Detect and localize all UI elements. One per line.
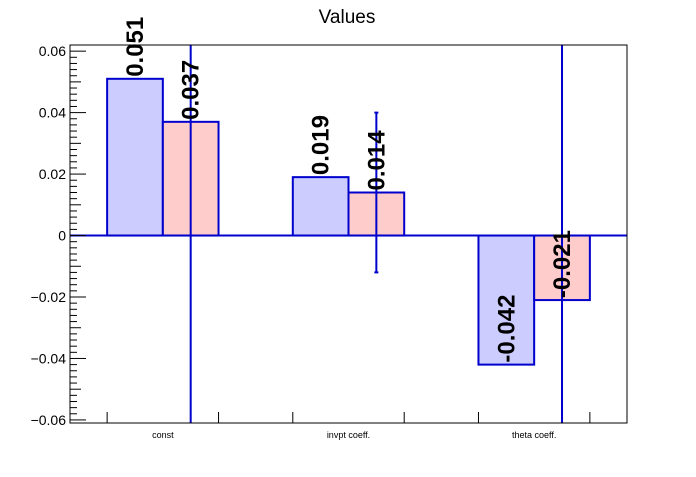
data-labels-layer: 0.051 0.019 -0.042 0.037 0.014 -0.021 <box>122 17 576 363</box>
bar <box>291 176 350 237</box>
data-label: 0.019 <box>308 115 335 175</box>
x-axis: const invpt coeff. theta coeff. <box>106 412 591 440</box>
y-tick-label: −0.06 <box>31 412 67 428</box>
x-category-label: theta coeff. <box>512 430 556 440</box>
y-tick-label: 0 <box>58 228 66 244</box>
error-bars-layer <box>189 45 564 423</box>
bar <box>477 234 536 366</box>
data-label: -0.042 <box>493 295 520 363</box>
x-category-label: const <box>152 430 174 440</box>
x-category-label: invpt coeff. <box>327 430 370 440</box>
bar <box>106 77 164 237</box>
data-label: 0.051 <box>122 17 149 77</box>
y-tick-label: −0.02 <box>31 289 67 305</box>
y-tick-label: 0.06 <box>39 43 66 59</box>
plot-frame <box>69 44 628 424</box>
y-tick-label: 0.04 <box>39 105 66 121</box>
data-label: -0.021 <box>549 230 576 298</box>
data-label: 0.037 <box>178 60 205 120</box>
y-tick-label: −0.04 <box>31 350 67 366</box>
y-tick-label: 0.02 <box>39 166 66 182</box>
chart-title: Values <box>319 7 376 28</box>
data-label: 0.014 <box>363 130 390 191</box>
y-axis: −0.06 −0.04 −0.02 0 0.02 0.04 0.06 <box>31 43 86 428</box>
